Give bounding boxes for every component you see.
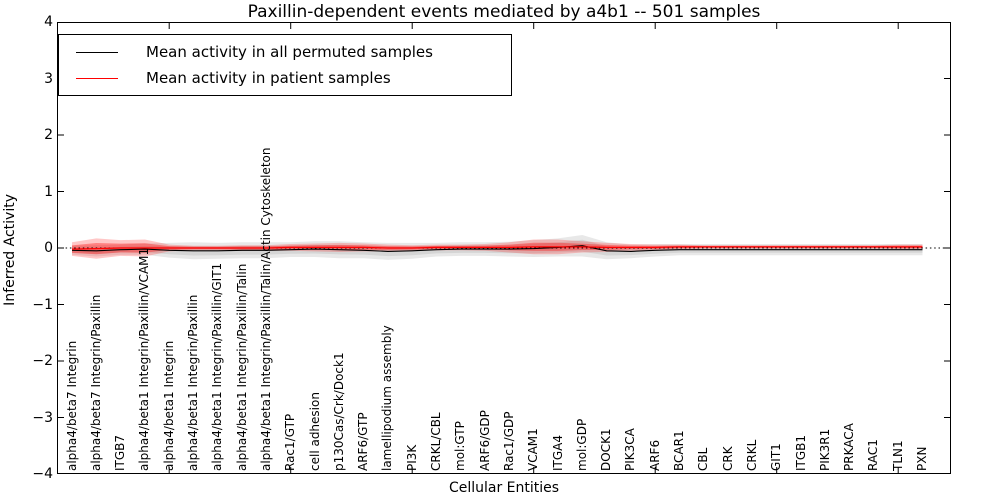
x-tick-label: TLN1 <box>890 440 905 471</box>
x-tick-label: ARF6/GTP <box>356 412 371 471</box>
x-tick-label: alpha4/beta1 Integrin/Paxillin/Talin/Act… <box>258 147 273 471</box>
patient-band-inner <box>72 242 923 255</box>
x-tick-label: ARF6 <box>647 439 662 471</box>
x-tick-label: CBL <box>696 447 711 471</box>
patient-mean-line <box>71 246 923 250</box>
y-tick-label: 1 <box>44 183 53 200</box>
x-tick-label: Rac1/GDP <box>501 411 516 471</box>
x-tick-label: RAC1 <box>866 439 881 471</box>
y-tick-label: −4 <box>32 466 53 482</box>
x-tick-label: PIK3CA <box>623 428 638 471</box>
x-tick-label: VCAM1 <box>526 428 541 471</box>
y-tick-label: 4 <box>44 14 53 30</box>
x-tick-label: alpha4/beta1 Integrin/Paxillin <box>186 294 200 471</box>
permuted-mean-line <box>71 245 923 252</box>
x-tick-label: Rac1/GTP <box>283 413 298 471</box>
x-tick-label: ITGB1 <box>793 434 808 471</box>
x-tick-label: DOCK1 <box>599 428 614 471</box>
x-tick-label: PIK3R1 <box>817 428 832 471</box>
x-tick-label: cell adhesion <box>307 392 322 471</box>
y-tick-label: −3 <box>32 409 53 426</box>
legend: Mean activity in all permuted samples Me… <box>58 34 512 96</box>
x-tick-label: mol:GTP <box>453 421 468 471</box>
x-axis-label: Cellular Entities <box>448 480 560 496</box>
x-tick-label: alpha4/beta1 Integrin <box>161 340 176 471</box>
x-tick-label: CRKL/CBL <box>429 412 443 471</box>
x-tick-label: lamellipodium assembly <box>380 325 395 471</box>
x-tick-label: GIT1 <box>769 443 784 471</box>
x-tick-label: ARF6/GDP <box>477 410 492 471</box>
x-tick-label: p130Cas/Crk/Dock1 <box>331 352 346 471</box>
x-tick-label: alpha4/beta1 Integrin/Paxillin/Talin <box>234 263 249 471</box>
legend-item-label: Mean activity in all permuted samples <box>146 43 433 61</box>
x-tick-label: CRK <box>720 446 735 471</box>
x-tick-label: mol:GDP <box>574 418 589 471</box>
x-tick-label: alpha4/beta7 Integrin <box>64 340 79 471</box>
x-tick-label: CRKL <box>744 439 759 471</box>
plot-border <box>57 22 951 474</box>
plot-area <box>57 22 951 474</box>
x-tick-label: BCAR1 <box>672 430 686 471</box>
legend-item-patient: Mean activity in patient samples <box>59 69 511 87</box>
patient-line-sample-icon <box>76 77 118 79</box>
x-tick-label: ITGA4 <box>550 434 565 471</box>
y-axis-label: Inferred Activity <box>0 150 20 350</box>
x-tick-label: alpha4/beta1 Integrin/Paxillin/GIT1 <box>210 262 225 471</box>
chart-title: Paxillin-dependent events mediated by a4… <box>247 2 761 22</box>
x-tick-label: PXN <box>915 446 929 471</box>
x-tick-label: PRKACA <box>842 423 857 471</box>
y-tick-label: −2 <box>32 353 53 369</box>
permuted-line-sample-icon <box>76 51 118 53</box>
x-tick-label: PI3K <box>404 444 419 471</box>
legend-item-label: Mean activity in patient samples <box>146 69 391 87</box>
x-tick-label: ITGB7 <box>113 434 128 471</box>
x-tick-label: alpha4/beta1 Integrin/Paxillin/VCAM1 <box>137 247 152 471</box>
legend-item-permuted: Mean activity in all permuted samples <box>59 43 511 61</box>
y-tick-label: 3 <box>44 70 53 87</box>
y-tick-label: 0 <box>44 240 53 256</box>
y-axis-label-text: Inferred Activity <box>2 194 18 306</box>
y-tick-label: 2 <box>44 127 53 143</box>
y-tick-label: −1 <box>32 296 53 313</box>
x-tick-label: alpha4/beta7 Integrin/Paxillin <box>88 294 103 471</box>
